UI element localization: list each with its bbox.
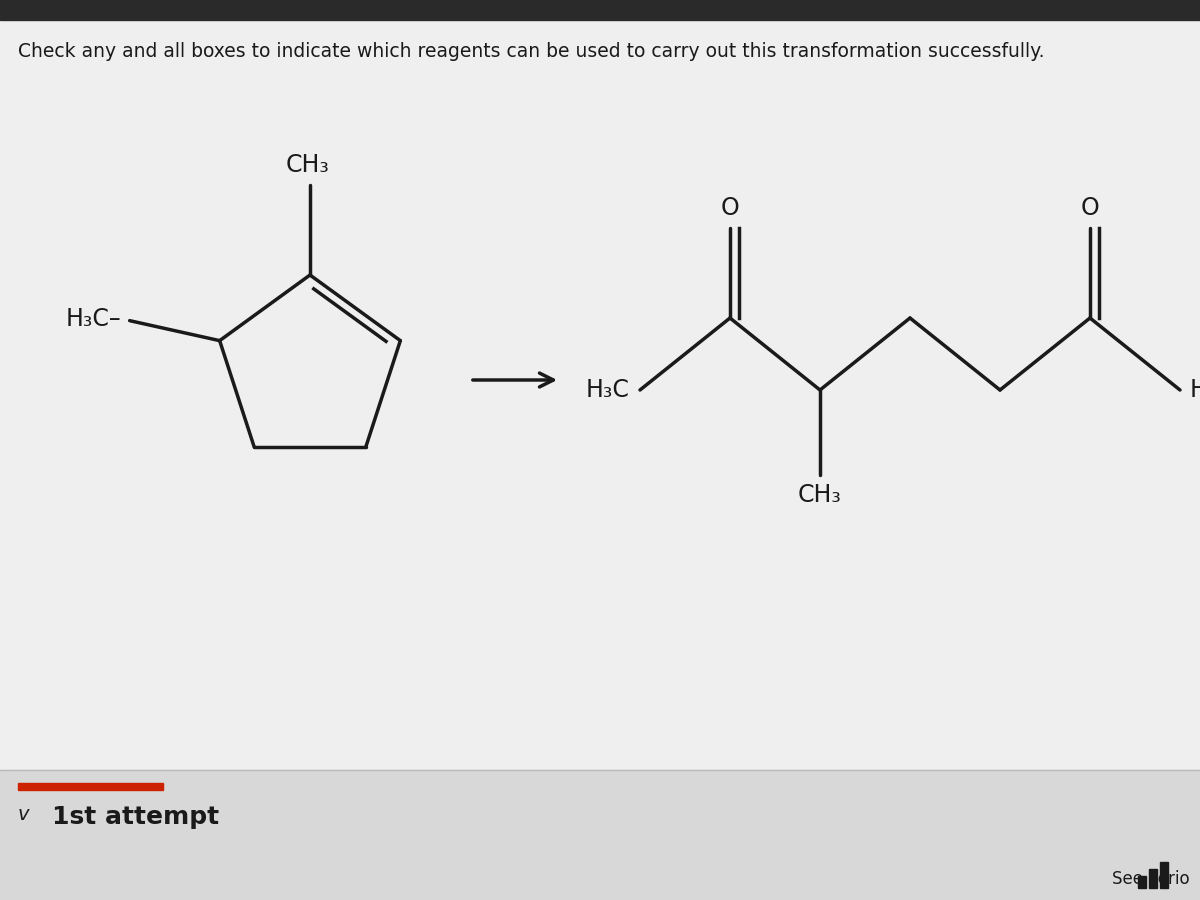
Text: H₃C: H₃C xyxy=(586,378,630,402)
Text: H: H xyxy=(1190,378,1200,402)
Text: CH₃: CH₃ xyxy=(798,483,842,507)
Text: O: O xyxy=(1081,196,1099,220)
Text: v: v xyxy=(18,805,30,824)
Text: O: O xyxy=(721,196,739,220)
Bar xyxy=(1150,869,1157,888)
Text: See Perio: See Perio xyxy=(1112,870,1190,888)
Bar xyxy=(0,0,1200,20)
Bar xyxy=(1160,862,1168,888)
Bar xyxy=(1138,876,1146,888)
Bar xyxy=(18,783,163,790)
Text: CH₃: CH₃ xyxy=(286,153,330,177)
Text: 1st attempt: 1st attempt xyxy=(52,805,220,829)
FancyBboxPatch shape xyxy=(0,0,1200,780)
Text: Check any and all boxes to indicate which reagents can be used to carry out this: Check any and all boxes to indicate whic… xyxy=(18,42,1044,61)
Bar xyxy=(0,770,1200,900)
Text: H₃C–: H₃C– xyxy=(66,307,121,330)
